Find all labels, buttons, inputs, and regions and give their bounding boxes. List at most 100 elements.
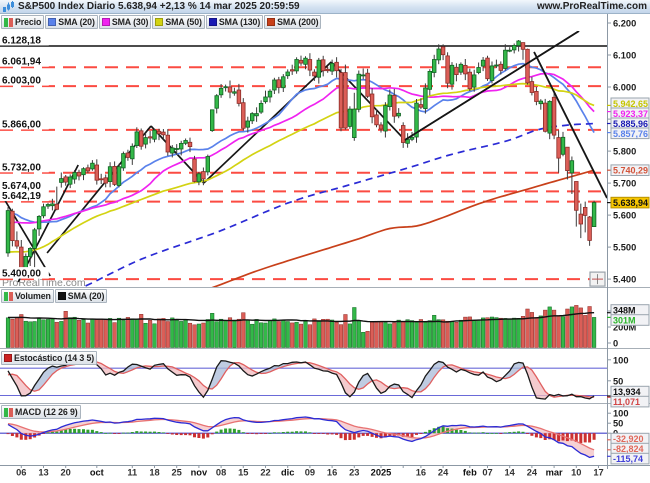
price-level-label: 5.674,00 [2, 181, 41, 192]
axis-value-tag: -32,920 [607, 432, 650, 445]
price-panel[interactable] [0, 31, 607, 361]
legend-chip-macd[interactable]: MACD (12 26 9) [1, 405, 81, 419]
price-sma-line [81, 122, 595, 287]
x-axis-label: 06 [16, 468, 26, 478]
legend-chip-stochastic[interactable]: Estocástico (14 3 5) [1, 351, 98, 365]
axis-value-tag: 11,071 [607, 395, 650, 408]
svg-text:301M: 301M [613, 316, 636, 326]
axis-value-tag: 5.885,96 [607, 117, 650, 130]
price-sma-line [211, 169, 595, 287]
axis-tick-label: 5.600 [613, 211, 636, 221]
legend-chip-sma130[interactable]: SMA (130) [205, 15, 264, 29]
legend-chip-label: SMA (130) [218, 17, 261, 27]
svg-text:5.942,65: 5.942,65 [613, 99, 648, 109]
x-axis-label: 15 [238, 468, 248, 478]
x-axis-label: dic [281, 468, 294, 478]
x-axis-label: 11 [127, 468, 137, 478]
macd-legend-row: MACD (12 26 9) [1, 405, 82, 419]
axis-value-tag: -115,74 [607, 452, 650, 465]
price-level-label: 6.061,94 [2, 57, 41, 68]
x-axis-label: 18 [149, 468, 159, 478]
price-level-label: 5.400,00 [2, 269, 41, 280]
price-sma-line [7, 72, 595, 225]
svg-text:13,934: 13,934 [613, 387, 641, 397]
sma20-color-icon [48, 18, 57, 26]
volume-legend-row: Volumen SMA (20) [1, 289, 108, 303]
price-level-label: 5.642,19 [2, 191, 41, 202]
axis-value-tag: 5.638,94 [607, 196, 650, 209]
macd-pair-icon [4, 407, 13, 417]
svg-text:348M: 348M [613, 306, 636, 316]
legend-chip-label: SMA (50) [165, 17, 202, 27]
axis-tick-label: 5.800 [613, 147, 636, 157]
axis-tick-label: 50 [613, 419, 623, 429]
legend-chip-sma20[interactable]: SMA (20) [45, 15, 98, 29]
axis-value-tag: 5.740,29 [607, 164, 650, 176]
price-sma-line [7, 82, 595, 253]
svg-text:5.638,94: 5.638,94 [613, 198, 648, 208]
trend-line[interactable] [0, 191, 51, 277]
x-axis-label: mar [546, 468, 563, 478]
legend-chip-volsma20[interactable]: SMA (20) [54, 289, 108, 303]
axis-tick-label: 6.100 [613, 51, 636, 61]
axis-tick-label: 5.700 [613, 179, 636, 189]
legend-chip-sma200[interactable]: SMA (200) [264, 15, 322, 29]
axis-tick-label: 5.400 [613, 275, 636, 285]
stochastic-legend-row: Estocástico (14 3 5) [1, 351, 98, 365]
price-sma-line [7, 62, 595, 224]
legend-chip-label: Volumen [15, 291, 51, 301]
svg-text:5.923,37: 5.923,37 [613, 109, 648, 119]
axis-tick-label: 100 [613, 355, 629, 365]
x-axis-label: 16 [416, 468, 426, 478]
axis-value-tag: 301M [607, 314, 650, 326]
legend-chip-precio[interactable]: Precio [1, 15, 45, 29]
legend-chip-label: MACD (12 26 9) [15, 407, 78, 417]
axis-value-tag: 13,934 [607, 385, 650, 398]
axis-value-tag: -82,824 [607, 442, 650, 455]
x-axis-label: 22 [260, 468, 270, 478]
candle-pair-icon [4, 17, 13, 27]
macd-signal-line [7, 417, 595, 451]
axis-tick-label: 100 [613, 409, 629, 419]
price-level-label: 6.003,00 [2, 76, 41, 87]
sma50-color-icon [155, 18, 164, 26]
svg-text:5.857,76: 5.857,76 [613, 129, 648, 139]
axis-tick-label: 6.000 [613, 83, 636, 93]
x-axis-label: 20 [61, 468, 71, 478]
x-axis-label: 24 [438, 468, 449, 478]
x-axis-label: 16 [327, 468, 337, 478]
x-axis-label: 17 [593, 468, 603, 478]
trend-line[interactable] [404, 31, 580, 141]
legend-chip-sma30[interactable]: SMA (30) [98, 15, 152, 29]
x-axis-label: 10 [571, 468, 581, 478]
stochastic-d-line [7, 360, 595, 398]
volume-panel[interactable] [5, 305, 597, 348]
title-bar: S&P500 Index Diario 5.638,94 +2,13 % 14 … [0, 0, 650, 14]
hline-drag-handle[interactable] [589, 271, 606, 287]
volume-pair-icon [4, 291, 13, 301]
stochastic-panel[interactable] [0, 360, 607, 400]
stochastic-color-icon [4, 354, 12, 362]
volsma20-color-icon [57, 292, 66, 300]
stochastic-k-line [7, 360, 595, 400]
trend-line[interactable] [533, 51, 607, 199]
macd-panel[interactable] [0, 416, 607, 459]
axis-tick-label: 5.500 [613, 243, 636, 253]
instrument-title: S&P500 Index Diario 5.638,94 +2,13 % 14 … [18, 1, 300, 12]
axis-tick-label: 200M [613, 323, 637, 333]
axis-tick-label: 50 [613, 376, 623, 386]
x-axis-label: 07 [482, 468, 492, 478]
legend-chip-label: Estocástico (14 3 5) [14, 353, 95, 363]
legend-chip-label: SMA (20) [67, 291, 105, 301]
legend-chip-sma50[interactable]: SMA (50) [152, 15, 205, 29]
macd-line [7, 416, 595, 459]
svg-text:5.885,96: 5.885,96 [613, 119, 648, 129]
brand-link[interactable]: www.ProRealTime.com [536, 1, 647, 12]
legend-chip-volumen[interactable]: Volumen [1, 289, 54, 303]
axis-tick-label: 6.200 [613, 19, 636, 29]
x-axis-label: 13 [38, 468, 48, 478]
sma130-color-icon [208, 18, 217, 26]
svg-text:-82,824: -82,824 [613, 444, 644, 454]
x-axis-label: 09 [305, 468, 315, 478]
